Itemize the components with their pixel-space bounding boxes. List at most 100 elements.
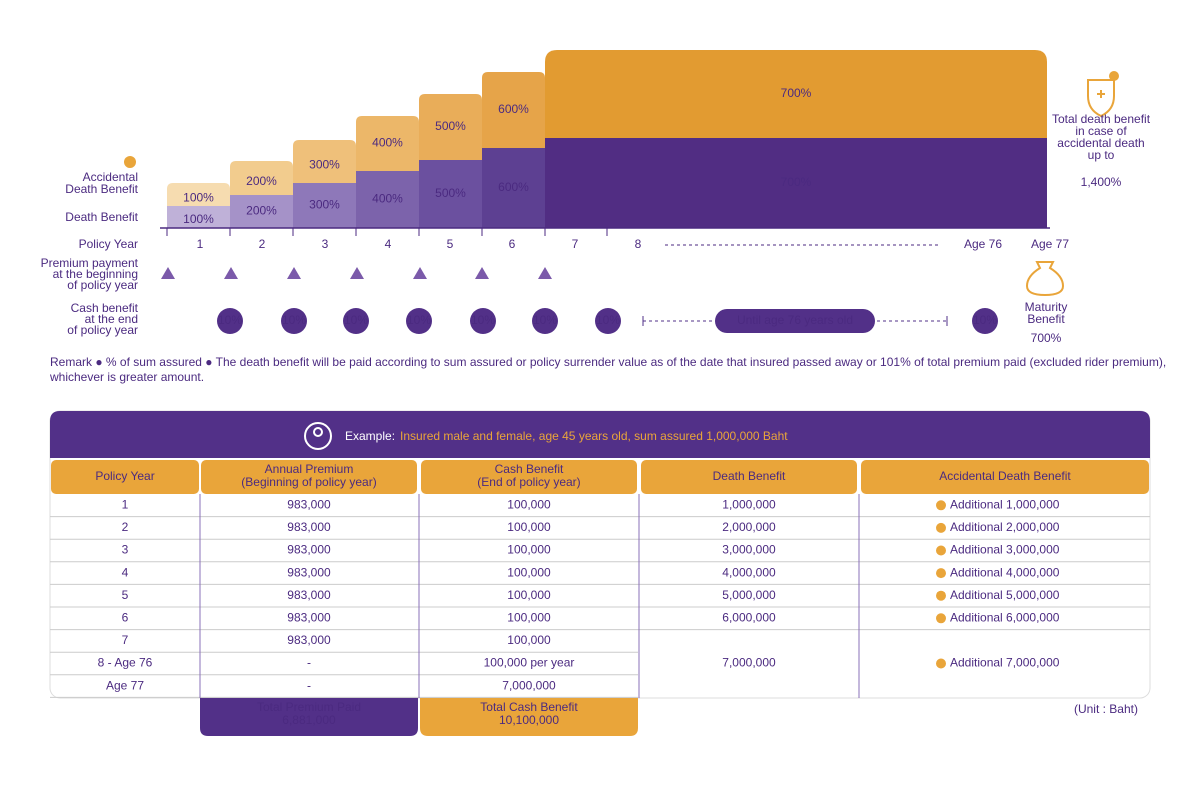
accidental-step bbox=[482, 72, 545, 148]
plus-badge bbox=[1109, 71, 1119, 81]
rate-badge bbox=[470, 308, 496, 334]
cell: 6,000,000 bbox=[722, 610, 776, 624]
rate-label: 10% bbox=[344, 313, 368, 327]
header-text: Accidental Death Benefit bbox=[939, 469, 1071, 483]
right-value: 1,400% bbox=[1081, 175, 1122, 189]
accidental-step-label: 400% bbox=[372, 136, 403, 150]
cell: 7,000,000 bbox=[502, 678, 556, 692]
cell: 100,000 per year bbox=[484, 656, 575, 670]
left-label: of policy year bbox=[67, 323, 138, 337]
header-cell bbox=[641, 460, 857, 494]
header-cell bbox=[51, 460, 199, 494]
death-step-label: 500% bbox=[435, 186, 466, 200]
rate-badge bbox=[532, 308, 558, 334]
rate-badge bbox=[281, 308, 307, 334]
year-label: 6 bbox=[509, 237, 516, 251]
rate-badge bbox=[595, 308, 621, 334]
year-label: Age 77 bbox=[1031, 237, 1069, 251]
right-value: 700% bbox=[1031, 331, 1062, 345]
bag-icon bbox=[1025, 261, 1065, 297]
total-text: 10,100,000 bbox=[499, 713, 559, 727]
plus-icon bbox=[936, 658, 946, 669]
death-step-label: 100% bbox=[183, 212, 214, 226]
shield-icon bbox=[1087, 79, 1115, 118]
title-prefix: Example: bbox=[345, 429, 395, 443]
cell: - bbox=[307, 678, 311, 692]
accidental-step-label: 700% bbox=[781, 86, 812, 100]
death-step bbox=[356, 171, 419, 228]
cell: 4 bbox=[122, 565, 129, 579]
left-label: of policy year bbox=[67, 278, 138, 292]
death-step bbox=[482, 148, 545, 228]
cell: Additional 5,000,000 bbox=[950, 588, 1060, 602]
rate-label: 10% bbox=[533, 313, 557, 327]
cell: Additional 4,000,000 bbox=[950, 565, 1060, 579]
cell: Age 77 bbox=[106, 678, 144, 692]
remark: Remark ● % of sum assured ● The death be… bbox=[50, 355, 1166, 369]
header-cell bbox=[421, 460, 637, 494]
death-step-label: 200% bbox=[246, 204, 277, 218]
table-title: Example: Insured male and female, age 45 … bbox=[345, 429, 788, 443]
triangle bbox=[350, 267, 364, 279]
cross-icon bbox=[1097, 90, 1105, 98]
until-pill bbox=[715, 309, 875, 333]
cell: 983,000 bbox=[287, 543, 331, 557]
accidental-step-label: 500% bbox=[435, 119, 466, 133]
cell: 100,000 bbox=[507, 588, 551, 602]
year-label: 2 bbox=[259, 237, 266, 251]
rate-label: 10% bbox=[596, 313, 620, 327]
cell: 6 bbox=[122, 610, 129, 624]
death-step bbox=[545, 138, 1047, 228]
cell: 1 bbox=[122, 497, 129, 511]
death-step-label: 600% bbox=[498, 180, 529, 194]
plus-icon bbox=[124, 156, 136, 168]
header-text: Cash Benefit bbox=[495, 462, 564, 476]
rate-label: 10% bbox=[973, 313, 997, 327]
triangle bbox=[224, 267, 238, 279]
cell: 5 bbox=[122, 588, 129, 602]
cell: 983,000 bbox=[287, 588, 331, 602]
left-label: Cash benefit bbox=[71, 301, 139, 315]
rate-label: 10% bbox=[407, 313, 431, 327]
accidental-step bbox=[419, 94, 482, 160]
year-label: 5 bbox=[447, 237, 454, 251]
cell: 100,000 bbox=[507, 565, 551, 579]
left-label: Policy Year bbox=[79, 237, 138, 251]
remark: whichever is greater amount. bbox=[49, 370, 204, 384]
user-icon-head bbox=[313, 427, 323, 437]
cell: 1,000,000 bbox=[722, 497, 776, 511]
rate-badge bbox=[972, 308, 998, 334]
accidental-step bbox=[356, 116, 419, 171]
cell: 983,000 bbox=[287, 610, 331, 624]
cell: 5,000,000 bbox=[722, 588, 776, 602]
year-label: 8 bbox=[635, 237, 642, 251]
cell: 8 - Age 76 bbox=[98, 656, 153, 670]
plus-icon bbox=[936, 522, 946, 533]
accidental-step bbox=[167, 183, 230, 206]
cell: 7 bbox=[122, 633, 129, 647]
cell: 7,000,000 bbox=[722, 656, 776, 670]
left-label: Premium payment bbox=[41, 256, 139, 270]
cell: 3,000,000 bbox=[722, 543, 776, 557]
header-cell bbox=[861, 460, 1149, 494]
cell: 100,000 bbox=[507, 520, 551, 534]
death-step bbox=[167, 206, 230, 228]
triangle bbox=[413, 267, 427, 279]
cell: 983,000 bbox=[287, 497, 331, 511]
title-text: Insured male and female, age 45 years ol… bbox=[400, 429, 788, 443]
total-text: 6,881,000 bbox=[282, 713, 336, 727]
cell: Additional 6,000,000 bbox=[950, 610, 1060, 624]
right-label: accidental death bbox=[1057, 136, 1144, 150]
cell: Additional 1,000,000 bbox=[950, 497, 1060, 511]
accidental-step-label: 100% bbox=[183, 191, 214, 205]
header-text: Death Benefit bbox=[713, 469, 786, 483]
cell: 100,000 bbox=[507, 543, 551, 557]
accidental-step-label: 600% bbox=[498, 102, 529, 116]
triangle bbox=[538, 267, 552, 279]
total-cell bbox=[420, 698, 638, 736]
death-step-label: 700% bbox=[781, 175, 812, 189]
cell: 2,000,000 bbox=[722, 520, 776, 534]
right-label: in case of bbox=[1075, 124, 1127, 138]
cell: 4,000,000 bbox=[722, 565, 776, 579]
